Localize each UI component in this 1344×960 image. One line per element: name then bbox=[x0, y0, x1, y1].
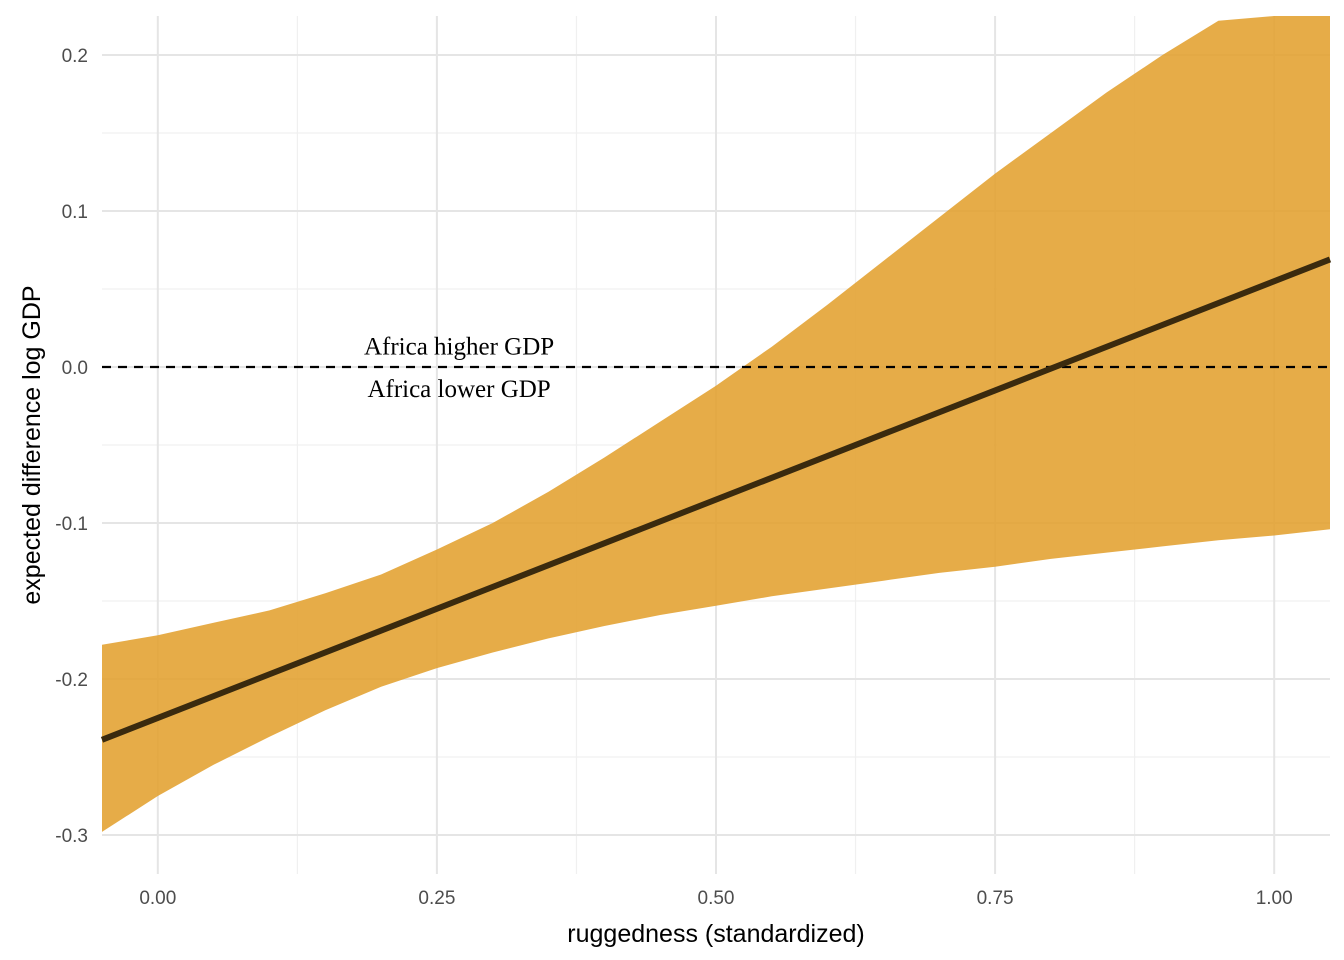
x-tick-label: 0.50 bbox=[698, 888, 735, 909]
x-tick-label: 0.75 bbox=[977, 888, 1014, 909]
mean-line-layer bbox=[100, 256, 1332, 743]
x-tick-label: 0.25 bbox=[418, 888, 455, 909]
y-tick-label: 0.0 bbox=[62, 358, 88, 379]
y-tick-label: 0.1 bbox=[62, 202, 88, 223]
x-axis-title: ruggedness (standardized) bbox=[567, 920, 864, 948]
y-tick-label: -0.2 bbox=[55, 670, 88, 691]
credible-band-layer bbox=[102, 16, 1330, 832]
credible-band bbox=[102, 16, 1330, 832]
y-tick-label: 0.2 bbox=[62, 46, 88, 67]
y-tick-label: -0.3 bbox=[55, 826, 88, 847]
y-axis-title: expected difference log GDP bbox=[18, 285, 46, 604]
mean-line bbox=[100, 256, 1332, 743]
annotation-africa-lower: Africa lower GDP bbox=[367, 376, 550, 403]
x-tick-label: 0.00 bbox=[139, 888, 176, 909]
y-tick-labels: -0.3 -0.2 -0.1 0.0 0.1 0.2 bbox=[55, 46, 88, 847]
annotation-layer: Africa higher GDP Africa lower GDP bbox=[364, 334, 554, 403]
annotation-africa-higher: Africa higher GDP bbox=[364, 334, 554, 361]
y-tick-label: -0.1 bbox=[55, 514, 88, 535]
x-tick-label: 1.00 bbox=[1256, 888, 1293, 909]
x-tick-labels: 0.00 0.25 0.50 0.75 1.00 bbox=[139, 888, 1292, 909]
